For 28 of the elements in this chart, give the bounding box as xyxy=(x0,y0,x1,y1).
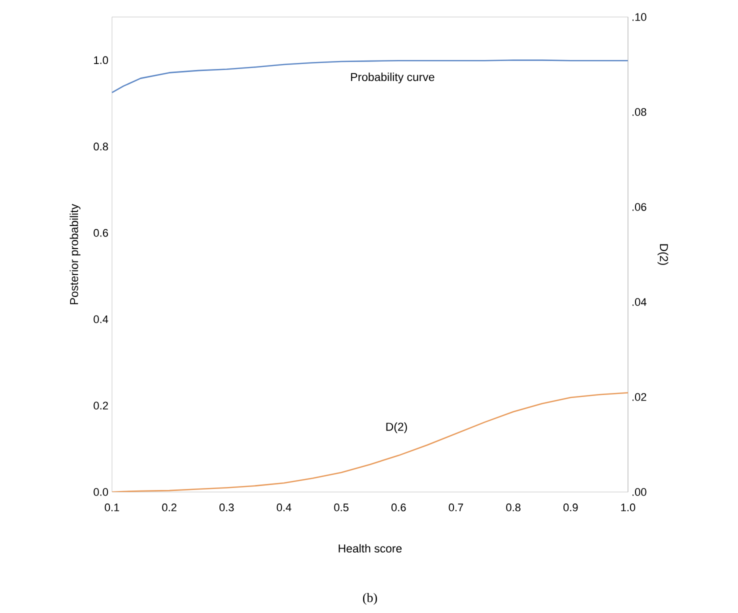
y2-tick-label: .08 xyxy=(632,108,646,116)
x-tick-label: 1.0 xyxy=(621,504,636,512)
x-tick-label: 0.8 xyxy=(506,504,520,512)
y-tick-label: 0.4 xyxy=(94,315,108,324)
x-axis-title: Health score xyxy=(338,544,402,553)
x-tick-label: 0.3 xyxy=(219,504,234,512)
y-tick-label: 0.0 xyxy=(94,488,108,496)
y2-tick-label: .06 xyxy=(632,203,646,211)
series-label: Probability curve xyxy=(351,72,434,84)
series-label: D(2) xyxy=(386,422,407,434)
x-tick-label: 0.5 xyxy=(334,504,348,512)
y-tick-label: 0.2 xyxy=(94,402,108,410)
x-tick-label: 0.7 xyxy=(448,504,464,512)
y-axis-title: Posterior probability xyxy=(70,204,80,304)
text: (b) xyxy=(363,593,377,605)
x-tick-label: 0.9 xyxy=(563,504,578,512)
x-tick-label: 0.6 xyxy=(391,504,406,512)
x-tick-label: 0.1 xyxy=(104,504,120,512)
y2-tick-label: .02 xyxy=(632,393,646,401)
y-tick-label: 0.6 xyxy=(94,229,108,237)
y2-tick-label: .00 xyxy=(632,488,646,496)
y-tick-label: 0.8 xyxy=(94,142,108,150)
y2-axis-title: D(2) xyxy=(658,244,668,265)
y-tick-label: 1.0 xyxy=(94,56,108,64)
y2-tick-label: .10 xyxy=(632,13,646,21)
x-tick-label: 0.2 xyxy=(162,504,176,512)
x-tick-label: 0.4 xyxy=(276,504,292,512)
y2-tick-label: .04 xyxy=(632,298,646,306)
